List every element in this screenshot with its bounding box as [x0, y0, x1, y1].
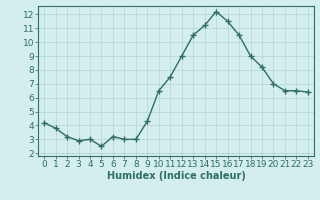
- X-axis label: Humidex (Indice chaleur): Humidex (Indice chaleur): [107, 171, 245, 181]
